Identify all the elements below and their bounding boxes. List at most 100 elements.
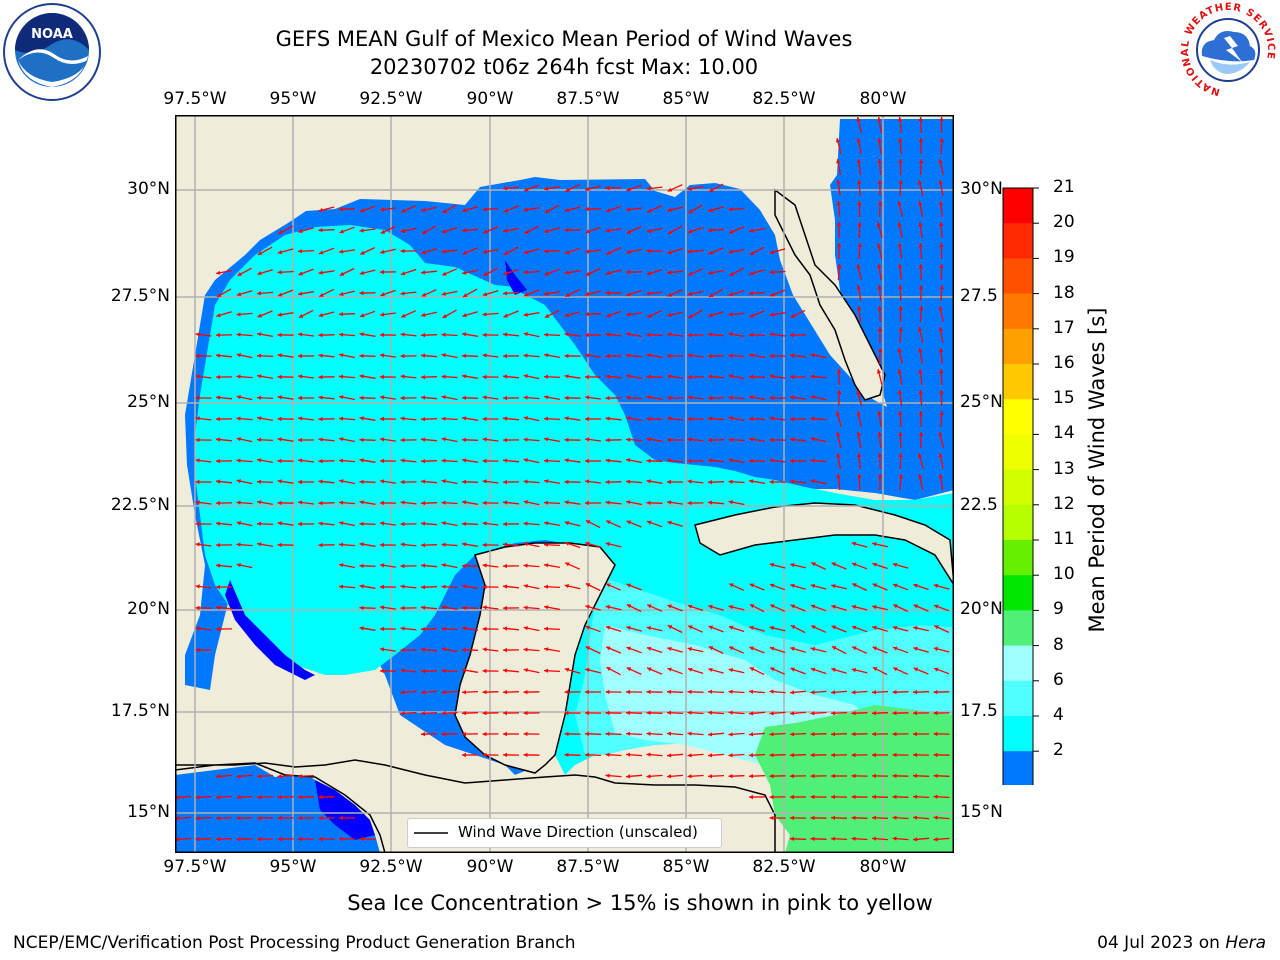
wave-direction-arrowhead xyxy=(667,500,672,505)
wave-direction-arrowhead xyxy=(892,836,897,841)
wave-direction-arrowhead xyxy=(482,668,487,674)
wave-direction-arrowhead xyxy=(626,229,632,234)
colorbar-title: Mean Period of Wind Waves [s] xyxy=(1085,307,1109,633)
wave-direction-arrowhead xyxy=(667,250,672,255)
wave-direction-arrowhead xyxy=(318,395,323,400)
wave-direction-arrowhead xyxy=(836,222,841,226)
wave-direction-arrowhead xyxy=(728,625,734,630)
wave-direction-arrowhead xyxy=(400,521,405,527)
lon-label: 97.5°W xyxy=(163,89,227,109)
wave-direction-arrowhead xyxy=(421,333,425,338)
wave-direction-arrowhead xyxy=(298,479,302,485)
wave-direction-arrowhead xyxy=(851,836,856,841)
wave-direction-arrowhead xyxy=(708,250,714,255)
wave-direction-arrowhead xyxy=(626,458,631,463)
wave-direction-arrowhead xyxy=(790,794,794,800)
wave-direction-arrowhead xyxy=(544,521,549,526)
wave-direction-arrowhead xyxy=(877,264,882,269)
wave-direction-arrowhead xyxy=(421,270,426,275)
wave-direction-arrowhead xyxy=(585,520,591,525)
wave-direction-arrowhead xyxy=(749,711,754,716)
wave-direction-arrowhead xyxy=(646,248,651,254)
wave-direction-arrowhead xyxy=(872,625,877,630)
wave-direction-arrowhead xyxy=(687,332,692,338)
wave-direction-arrowhead xyxy=(462,542,467,547)
wave-direction-arrowhead xyxy=(339,500,344,505)
wave-direction-arrowhead xyxy=(667,520,672,525)
wave-direction-arrowhead xyxy=(421,563,426,568)
wave-direction-arrowhead xyxy=(257,542,262,547)
wave-direction-arrowhead xyxy=(503,479,507,485)
wave-direction-arrowhead xyxy=(503,668,508,673)
wave-direction-arrowhead xyxy=(195,626,200,631)
wave-direction-arrowhead xyxy=(877,411,882,416)
wave-direction-arrowhead xyxy=(646,689,651,695)
wave-direction-arrowhead xyxy=(482,521,487,526)
wave-direction-arrowhead xyxy=(892,794,897,799)
wave-direction-arrowhead xyxy=(877,243,882,248)
wave-direction-arrowhead xyxy=(462,521,466,526)
wave-direction-arrowhead xyxy=(564,667,570,672)
wave-direction-arrowhead xyxy=(728,249,733,254)
wave-direction-arrowhead xyxy=(544,291,549,296)
wave-direction-arrowhead xyxy=(729,583,734,588)
field-level-lt2 xyxy=(505,260,527,295)
wave-direction-arrowhead xyxy=(380,207,385,212)
wave-direction-arrowhead xyxy=(939,222,944,227)
lon-label: 97.5°W xyxy=(163,857,227,877)
wave-direction-arrowhead xyxy=(897,369,902,374)
wave-direction-arrowhead xyxy=(544,458,549,463)
wave-direction-arrowhead xyxy=(523,584,528,589)
wave-direction-arrowhead xyxy=(462,752,466,758)
wave-direction-arrowhead xyxy=(421,395,426,400)
wave-direction-arrowhead xyxy=(790,416,794,422)
wave-direction-arrowhead xyxy=(257,271,262,276)
wave-direction-arrowhead xyxy=(831,711,836,716)
wave-direction-arrowhead xyxy=(728,689,733,694)
wave-direction-arrowhead xyxy=(216,374,220,380)
cuba xyxy=(694,502,954,586)
wave-direction-arrowhead xyxy=(236,437,241,442)
wave-direction-arrowhead xyxy=(810,773,815,779)
wave-direction-arrowhead xyxy=(339,458,344,463)
wave-direction-arrowhead xyxy=(503,647,507,653)
wave-direction-arrowhead xyxy=(667,753,672,758)
wave-direction-arrowhead xyxy=(257,774,262,779)
lat-label-left: 17.5°N xyxy=(110,701,170,721)
wave-direction-arrowhead xyxy=(749,271,754,276)
wave-direction-arrowhead xyxy=(298,395,302,401)
wave-direction-arrowhead xyxy=(422,230,427,234)
colorbar-segment xyxy=(1003,469,1033,506)
wave-direction-arrowhead xyxy=(421,437,426,442)
wave-direction-arrowhead xyxy=(913,752,917,758)
wave-direction-arrowhead xyxy=(687,395,692,400)
wave-direction-arrowhead xyxy=(646,395,651,400)
wave-direction-arrowhead xyxy=(298,313,304,318)
wave-direction-arrowhead xyxy=(606,208,611,213)
wave-direction-arrowhead xyxy=(277,458,282,464)
wave-direction-arrowhead xyxy=(605,437,610,443)
wave-direction-arrowhead xyxy=(359,437,364,442)
wave-direction-arrowhead xyxy=(877,285,882,290)
wave-direction-arrowhead xyxy=(421,312,426,317)
wave-direction-arrowhead xyxy=(687,374,692,380)
wave-direction-arrowhead xyxy=(918,369,923,374)
wave-direction-arrowhead xyxy=(544,437,549,442)
wave-direction-arrowhead xyxy=(811,604,816,609)
colorbar-tick-label: 13 xyxy=(1053,458,1075,479)
wave-direction-arrowhead xyxy=(380,500,384,506)
wave-direction-arrowhead xyxy=(605,332,610,337)
wave-direction-arrowhead xyxy=(544,353,549,358)
wave-direction-arrowhead xyxy=(836,201,841,206)
wave-direction-arrowhead xyxy=(857,453,862,458)
wave-direction-arrowhead xyxy=(482,332,487,338)
field-level-lt2 xyxy=(315,780,375,840)
wave-direction-arrowhead xyxy=(790,753,794,758)
wave-direction-arrowhead xyxy=(195,500,200,505)
wave-direction-arrowhead xyxy=(195,605,200,611)
wave-direction-arrowhead xyxy=(298,353,302,359)
wave-direction-arrowhead xyxy=(872,731,876,737)
wave-direction-arrowhead xyxy=(359,353,364,358)
wave-direction-arrowhead xyxy=(544,647,549,652)
wave-direction-arrowhead xyxy=(646,710,651,715)
